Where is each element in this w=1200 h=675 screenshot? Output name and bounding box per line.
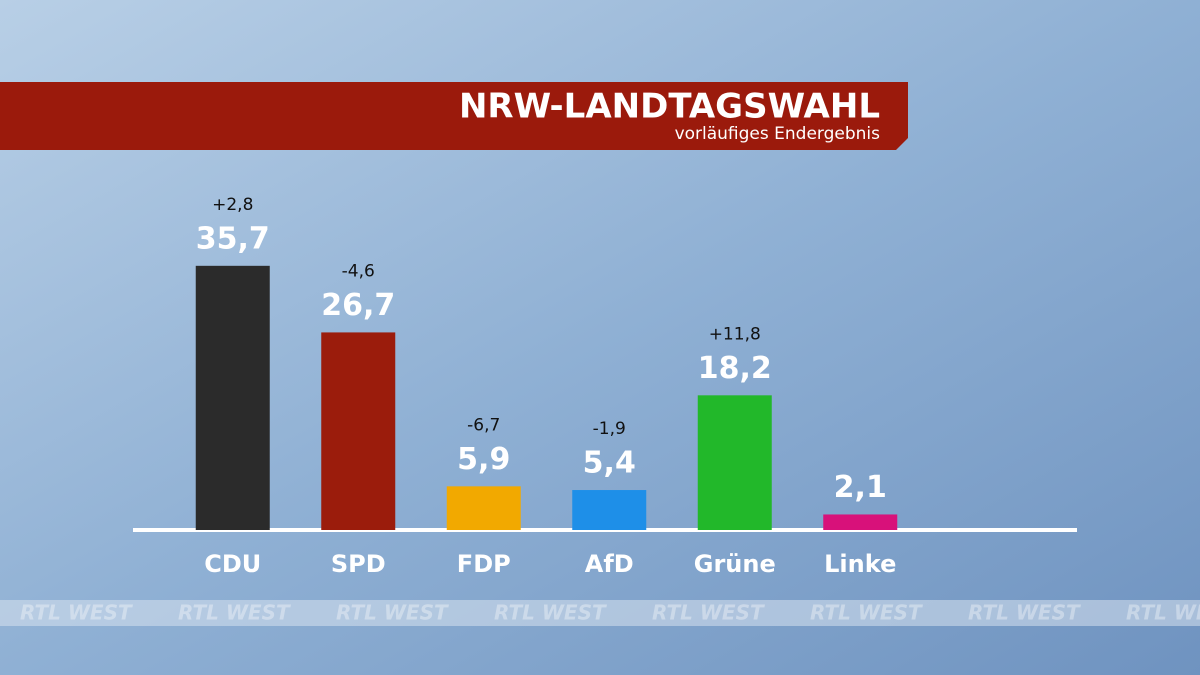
watermark: RTL WEST [178,601,291,625]
x-tick-label: AfD [585,550,634,578]
value-label: 5,9 [457,442,510,477]
value-label: 18,2 [698,351,772,386]
bar [572,490,647,530]
change-label: +2,8 [212,195,253,215]
watermark: RTL WEST [336,601,449,625]
watermark: RTL WEST [1126,601,1200,625]
title-banner [0,82,908,150]
x-tick-label: FDP [457,550,511,578]
bar [321,332,396,530]
bar [446,486,521,530]
bar [823,514,898,530]
bar [697,395,772,530]
change-label: +11,8 [709,324,761,344]
chart-subtitle: vorläufiges Endergebnis [675,124,881,144]
value-label: 35,7 [196,221,270,256]
value-label: 5,4 [583,446,636,481]
value-label: 2,1 [834,470,887,505]
bar [195,265,270,530]
change-label: -6,7 [467,415,500,435]
chart-title: NRW-LANDTAGSWAHL [459,87,880,127]
x-tick-label: CDU [204,550,261,578]
change-label: -1,9 [593,419,626,439]
x-tick-label: Grüne [694,550,776,578]
watermark: RTL WEST [494,601,607,625]
x-tick-label: SPD [331,550,386,578]
value-label: 26,7 [321,288,395,323]
watermark: RTL WEST [652,601,765,625]
change-label: -4,6 [342,261,375,281]
watermark-band [0,600,1200,626]
watermark: RTL WEST [20,601,133,625]
watermark: RTL WEST [810,601,923,625]
x-tick-label: Linke [824,550,896,578]
watermark: RTL WEST [968,601,1081,625]
